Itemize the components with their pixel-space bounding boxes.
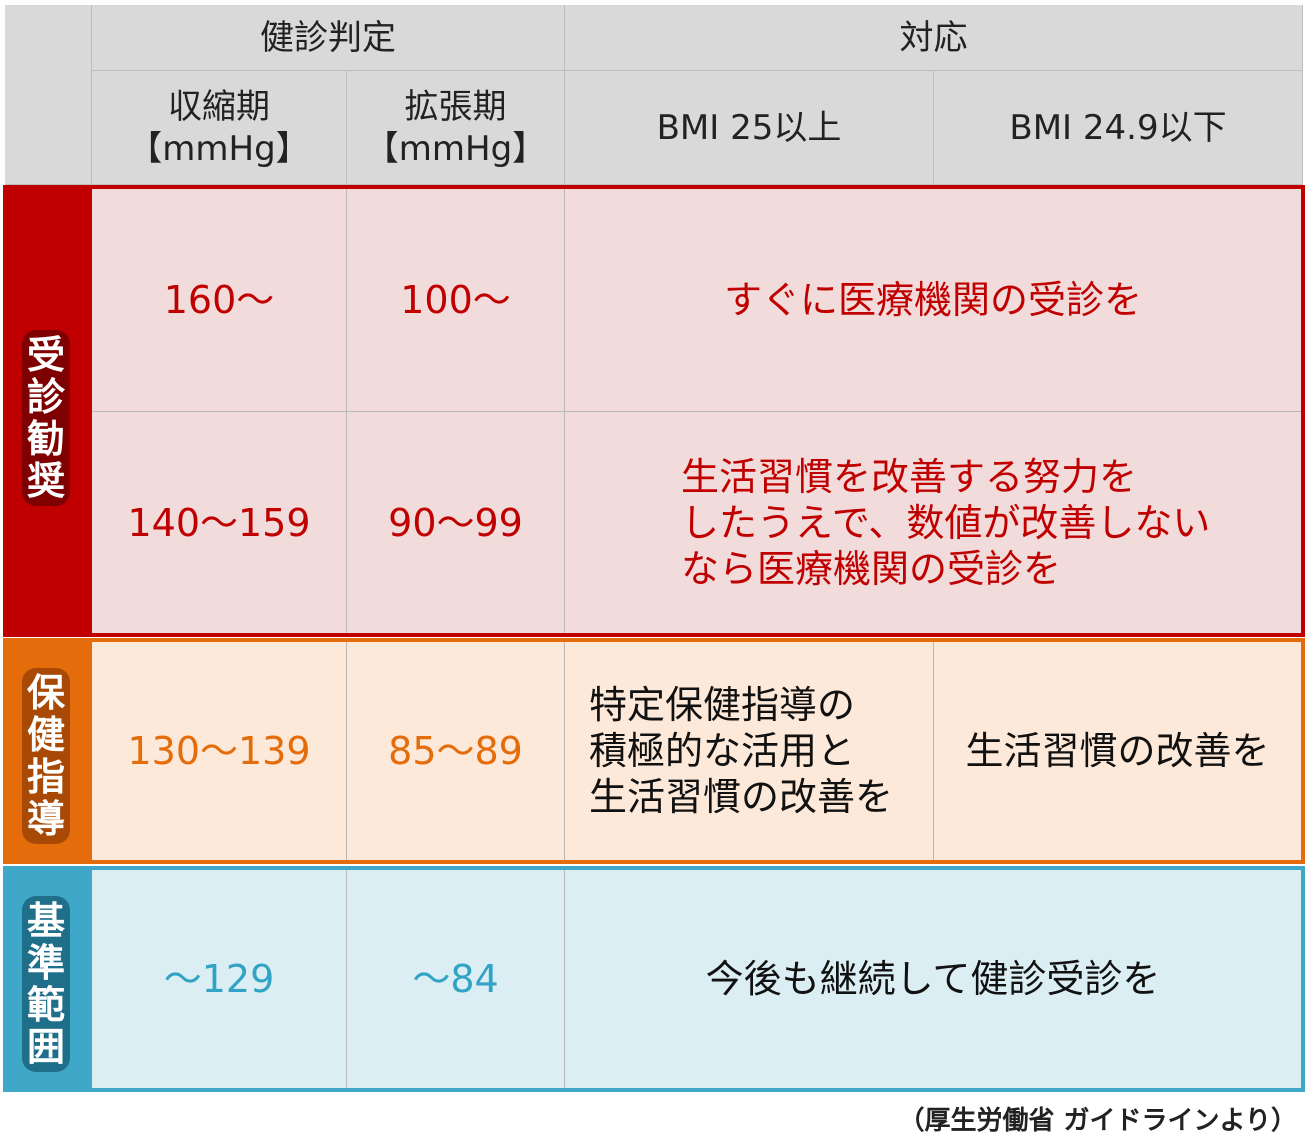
source-note: （厚生労働省 ガイドラインより）	[898, 1106, 1297, 1136]
response-bmi-under-cell: 生活習慣の改善を	[965, 729, 1270, 773]
response-bmi-over-cell: 特定保健指導の 積極的な活用と 生活習慣の改善を	[565, 642, 934, 860]
response-cell: 今後も継続して健診受診を	[705, 957, 1161, 1001]
group-label-referral: 受診勧奨	[22, 330, 70, 506]
diastolic-cell: ～84	[347, 870, 565, 1088]
diastolic-cell: 85～89	[347, 642, 565, 860]
systolic-cell: 160～	[92, 189, 347, 412]
header-diastolic: 拡張期 【mmHg】	[347, 71, 565, 185]
header-corner	[5, 5, 92, 185]
header-bmi-over: BMI 25以上	[565, 71, 934, 185]
diastolic-cell: 90～99	[347, 412, 565, 633]
header-judgment: 健診判定	[92, 5, 565, 71]
response-cell: すぐに医療機関の受診を	[565, 189, 1301, 412]
header-bmi-under: BMI 24.9以下	[934, 71, 1303, 185]
group-normal	[3, 866, 1305, 1092]
diastolic-cell: 100～	[347, 189, 565, 412]
systolic-cell: 130～139	[92, 642, 347, 860]
systolic-cell: 140～159	[92, 412, 347, 633]
header-systolic: 収縮期 【mmHg】	[92, 71, 347, 185]
group-label-guidance: 保健指導	[22, 668, 70, 844]
header-response: 対応	[565, 5, 1303, 71]
group-label-normal: 基準範囲	[22, 896, 70, 1072]
response-cell: 生活習慣を改善する努力を したうえで、数値が改善しない なら医療機関の受診を	[681, 454, 1211, 591]
systolic-cell: ～129	[92, 870, 347, 1088]
